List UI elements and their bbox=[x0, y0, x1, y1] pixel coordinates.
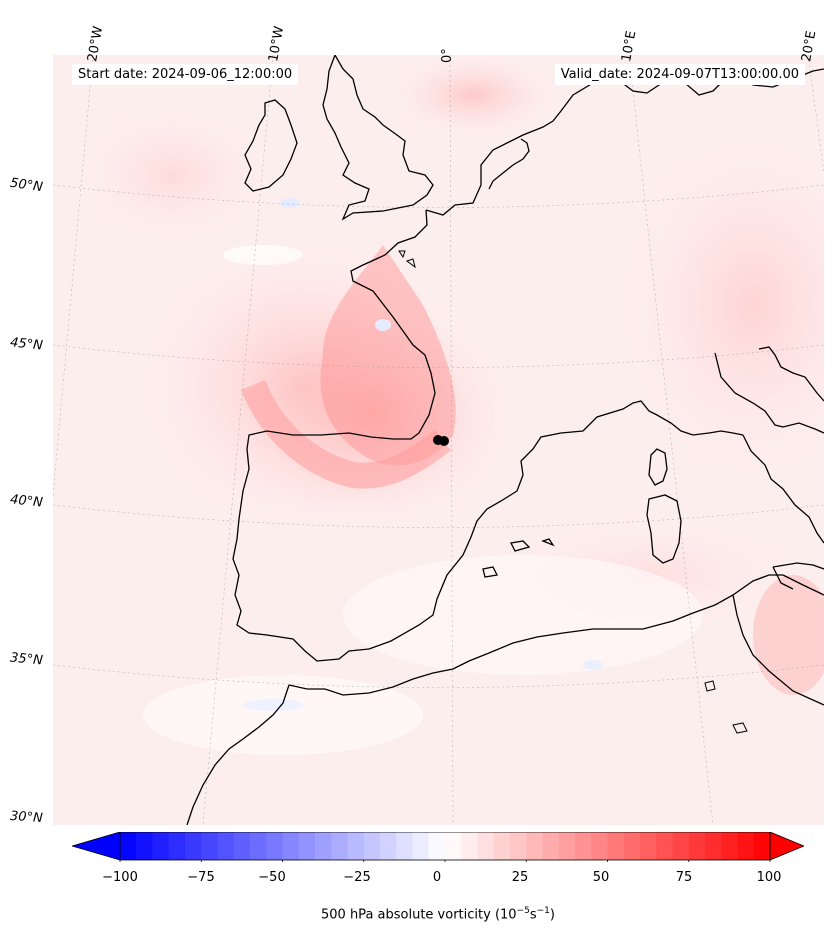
colorbar-label-unit: s bbox=[529, 907, 537, 923]
colorbar-swatch bbox=[428, 832, 446, 860]
valid-date-text: Valid_date: 2024-09-07T13:00:00.00 bbox=[560, 67, 799, 82]
colorbar-swatch bbox=[575, 832, 592, 860]
colorbar-swatch bbox=[607, 832, 625, 860]
colorbar-swatch bbox=[282, 832, 300, 860]
colorbar-swatch bbox=[380, 832, 397, 860]
colorbar-label: 500 hPa absolute vorticity (10−5s−1) bbox=[0, 906, 832, 922]
colorbar-tick-label: 0 bbox=[432, 870, 442, 885]
colorbar-swatch bbox=[705, 832, 722, 860]
sicily-coast bbox=[772, 562, 824, 590]
colorbar-swatch bbox=[331, 832, 348, 860]
corsica-coast bbox=[648, 448, 668, 486]
colorbar-swatch bbox=[217, 832, 235, 860]
colorbar-swatch bbox=[721, 832, 738, 860]
colorbar-swatch bbox=[591, 832, 608, 860]
tunisia-coast bbox=[732, 594, 824, 706]
lat-label-30n: 30°N bbox=[9, 808, 44, 827]
colorbar-swatch bbox=[412, 832, 430, 860]
colorbar-tick-label: −50 bbox=[258, 870, 286, 885]
colorbar-swatch bbox=[688, 832, 706, 860]
colorbar-swatch bbox=[640, 832, 657, 860]
north-africa-coast bbox=[288, 574, 824, 696]
colorbar-tick-label: 25 bbox=[511, 870, 529, 885]
vorticity-shading bbox=[53, 55, 824, 825]
france-spain-coast bbox=[232, 74, 744, 662]
islands bbox=[398, 250, 748, 734]
colorbar-swatch bbox=[315, 832, 332, 860]
colorbar-swatch bbox=[623, 832, 641, 860]
colorbar-tick-label: −75 bbox=[187, 870, 215, 885]
colorbar-tick-label: −25 bbox=[343, 870, 371, 885]
colorbar-swatch bbox=[461, 832, 478, 860]
adriatic-coast bbox=[758, 346, 824, 402]
colorbar-swatch bbox=[152, 832, 170, 860]
colorbar-swatch bbox=[233, 832, 251, 860]
colorbar-low-extension bbox=[72, 832, 121, 861]
colorbar-label-end: ) bbox=[549, 907, 555, 923]
colorbar-tick-label: 100 bbox=[756, 870, 782, 885]
colorbar-high-extension bbox=[769, 832, 804, 861]
dutch-coast bbox=[488, 138, 530, 190]
morocco-coast bbox=[186, 684, 290, 825]
colorbar-swatch bbox=[185, 832, 202, 860]
colorbar-swatch bbox=[266, 832, 283, 860]
colorbar-swatch bbox=[347, 832, 365, 860]
colorbar-swatch bbox=[363, 832, 381, 860]
colorbar-label-exponent: −5 bbox=[516, 906, 530, 916]
colorbar-swatch bbox=[656, 832, 673, 860]
lat-label-35n: 35°N bbox=[9, 650, 44, 669]
colorbar-swatch bbox=[445, 832, 462, 860]
colorbar-swatch bbox=[493, 832, 511, 860]
colorbar-swatch bbox=[250, 832, 267, 860]
lon-label-0: 0° bbox=[440, 48, 455, 63]
colorbar-swatch bbox=[526, 832, 543, 860]
colorbar-swatch bbox=[737, 832, 755, 860]
low-center-marker bbox=[433, 435, 449, 446]
colorbar-swatch bbox=[558, 832, 576, 860]
lat-label-45n: 45°N bbox=[9, 335, 44, 354]
colorbar-swatch bbox=[510, 832, 527, 860]
lat-label-40n: 40°N bbox=[9, 492, 44, 511]
balearic-coast bbox=[482, 538, 555, 578]
colorbar-tick-label: 75 bbox=[675, 870, 693, 885]
colorbar-swatch bbox=[120, 832, 137, 860]
colorbar-swatch bbox=[168, 832, 186, 860]
colorbar-tick-label: 50 bbox=[592, 870, 610, 885]
ireland-coast bbox=[244, 99, 298, 192]
colorbar-swatch bbox=[136, 832, 153, 860]
sardinia-coast bbox=[646, 494, 682, 564]
colorbar-tick-label: −100 bbox=[102, 870, 138, 885]
italy-coast bbox=[714, 352, 824, 544]
start-date-label: Start date: 2024-09-06_12:00:00 bbox=[72, 64, 299, 85]
colorbar-swatch bbox=[753, 832, 771, 860]
colorbar-ticks bbox=[119, 860, 771, 862]
map-frame bbox=[53, 55, 824, 825]
great-britain-coast bbox=[322, 55, 434, 221]
colorbar bbox=[72, 832, 804, 862]
colorbar-label-main: 500 hPa absolute vorticity (10 bbox=[321, 907, 517, 923]
start-date-text: Start date: 2024-09-06_12:00:00 bbox=[78, 67, 293, 82]
lat-label-50n: 50°N bbox=[9, 175, 44, 196]
colorbar-swatch bbox=[201, 832, 218, 860]
colorbar-swatch bbox=[477, 832, 495, 860]
colorbar-swatches bbox=[120, 832, 771, 860]
colorbar-label-exponent: −1 bbox=[536, 906, 550, 916]
colorbar-swatch bbox=[298, 832, 316, 860]
vorticity-map bbox=[53, 55, 824, 825]
valid-date-label: Valid_date: 2024-09-07T13:00:00.00 bbox=[554, 64, 805, 85]
graticule bbox=[53, 55, 824, 825]
colorbar-swatch bbox=[396, 832, 413, 860]
colorbar-swatch bbox=[542, 832, 560, 860]
colorbar-swatch bbox=[672, 832, 690, 860]
